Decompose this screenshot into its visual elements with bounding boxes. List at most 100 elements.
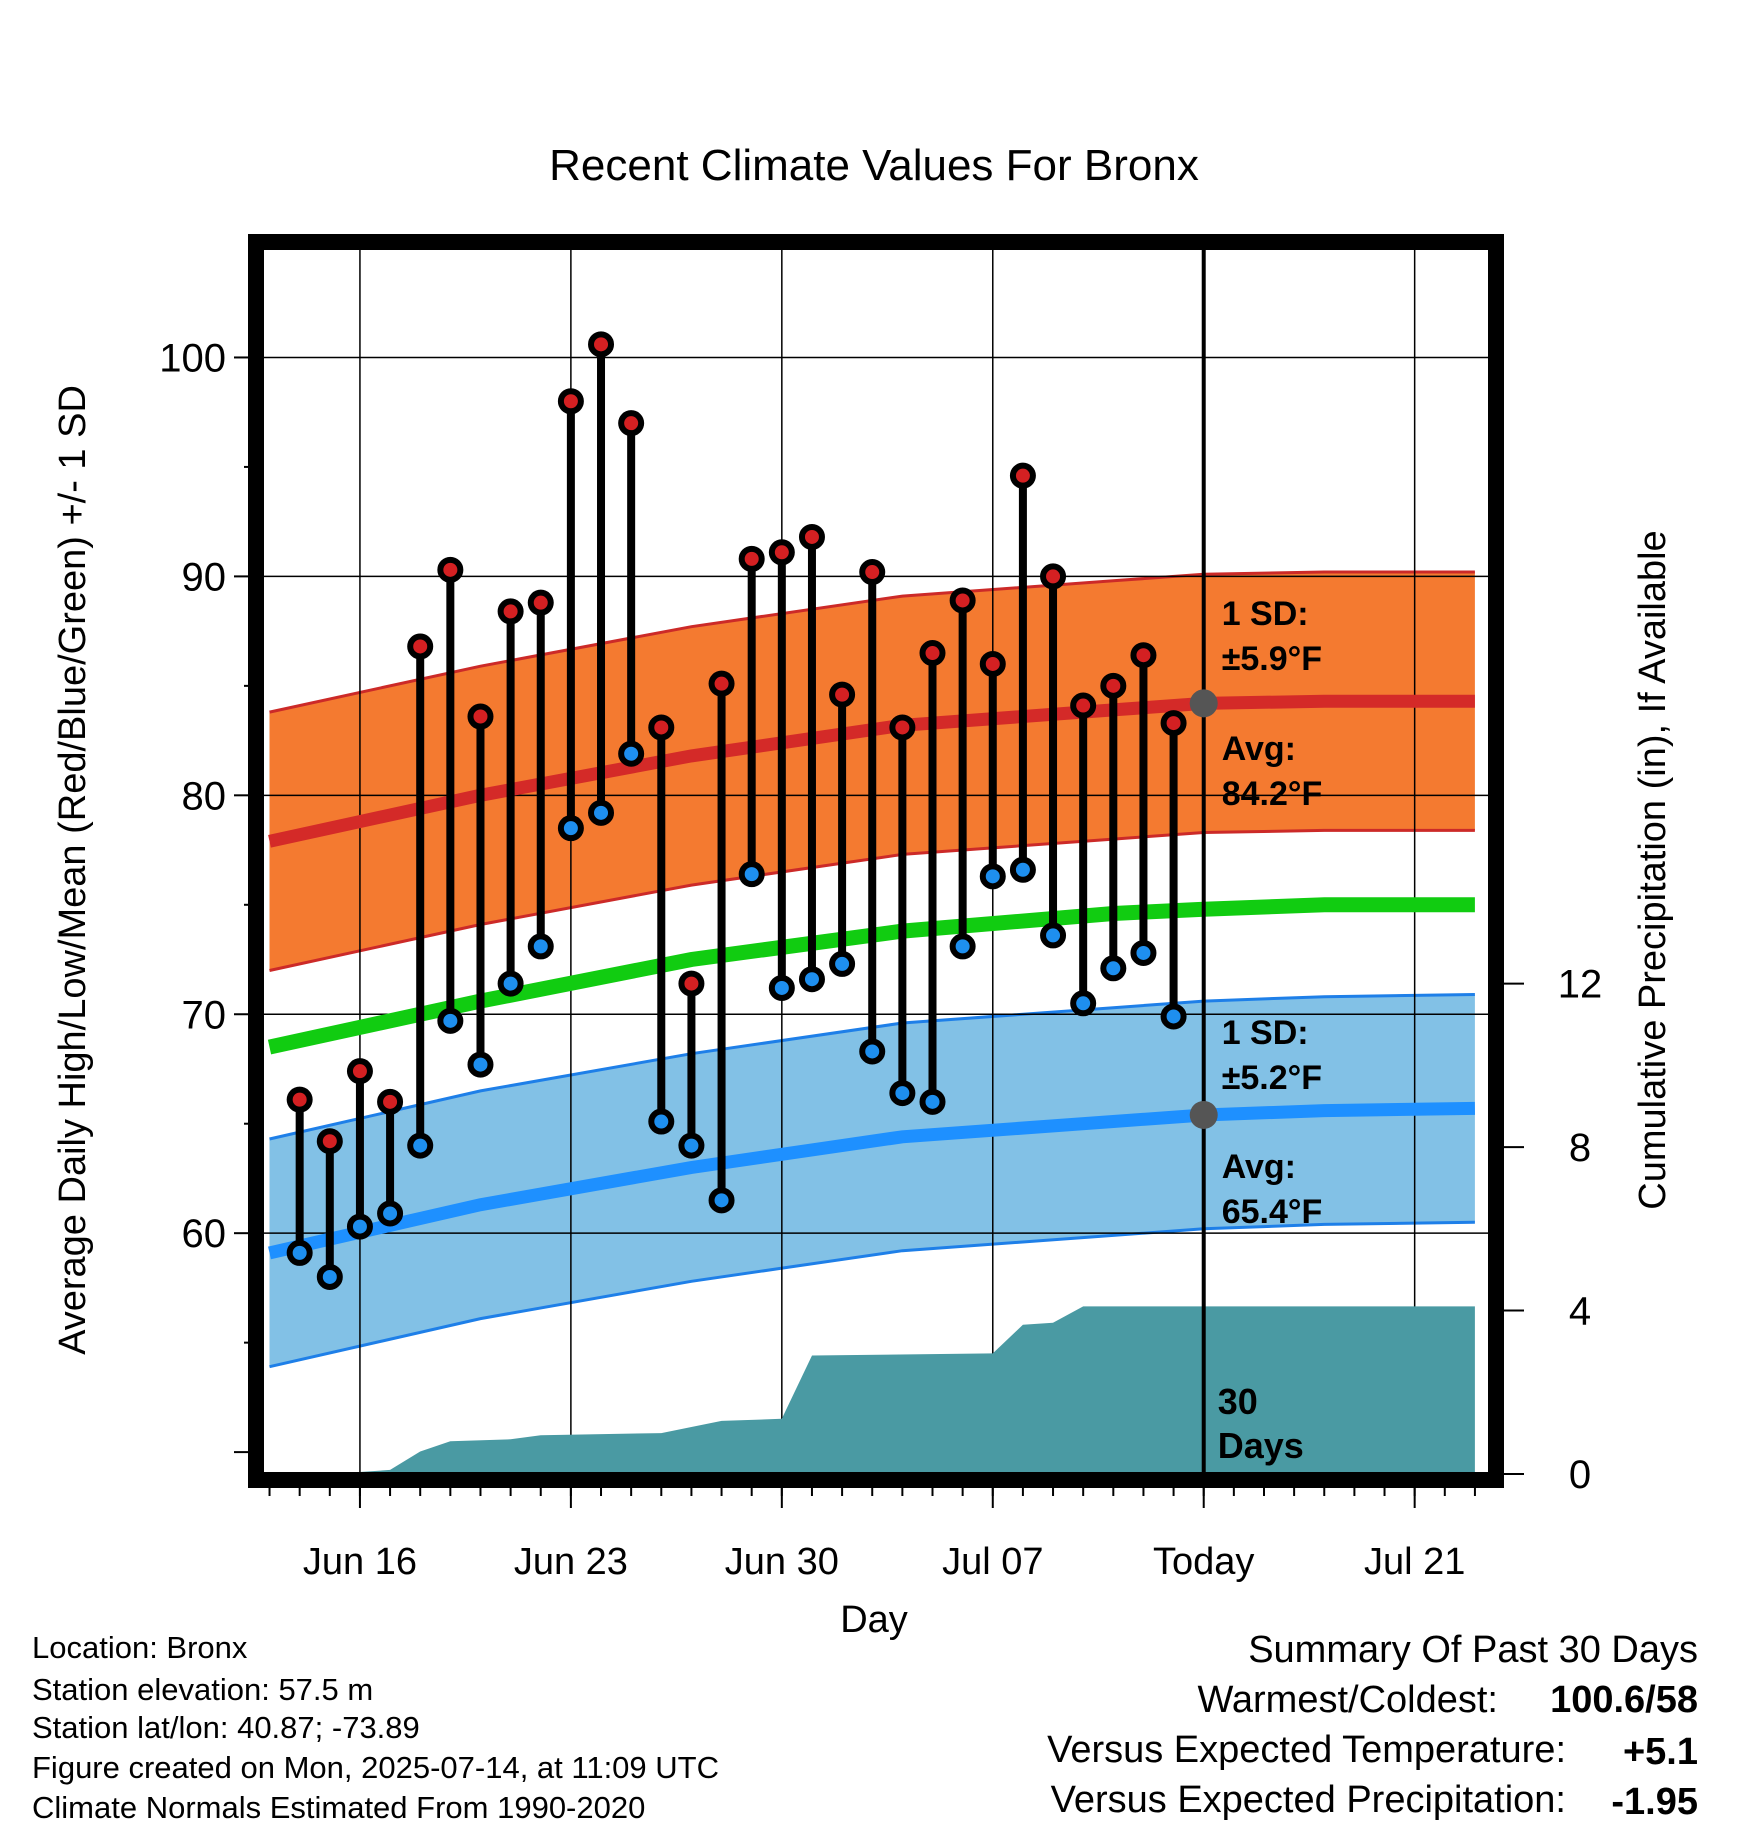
summary-warmest-label: Warmest/Coldest: [1197, 1679, 1498, 1721]
obs-high-point [1160, 710, 1187, 737]
obs-low-point [618, 740, 645, 767]
obs-low-point [407, 1132, 434, 1159]
chart-title: Recent Climate Values For Bronx [549, 141, 1199, 190]
obs-high-point [497, 598, 524, 625]
obs-low-point [557, 815, 584, 842]
obs-high-point [437, 556, 464, 583]
obs-low-point [377, 1200, 404, 1227]
summary-warmest-value: 100.6/58 [1550, 1679, 1698, 1721]
y-tick-label-80: 80 [182, 774, 227, 818]
x-tick-label-2: Jun 30 [725, 1541, 839, 1583]
obs-high-point [1009, 462, 1036, 489]
low-avg-label: Avg: [1222, 1148, 1296, 1186]
obs-high-point [316, 1128, 343, 1155]
obs-high-point [708, 670, 735, 697]
obs-low-point [437, 1007, 464, 1034]
obs-low-point [346, 1213, 373, 1240]
obs-high-point [588, 331, 615, 358]
info-location: Location: Bronx [32, 1630, 248, 1665]
obs-high-point [527, 589, 554, 616]
obs-high-point [648, 714, 675, 741]
observations [286, 331, 1187, 1290]
y2-tick-label-0: 0 [1569, 1453, 1591, 1497]
obs-low-point [738, 861, 765, 888]
info-elevation: Station elevation: 57.5 m [32, 1672, 373, 1707]
summary-temp-value: +5.1 [1623, 1731, 1698, 1773]
low-sd-label: 1 SD: [1222, 1014, 1309, 1052]
low-sd-lower-edge [269, 1220, 1475, 1369]
obs-low-point [1009, 856, 1036, 883]
x-axis-label: Day [840, 1599, 908, 1641]
obs-low-point [708, 1187, 735, 1214]
high-avg-value: 84.2°F [1222, 775, 1323, 813]
obs-low-point [1100, 955, 1127, 982]
summary-precip-label: Versus Expected Precipitation: [1051, 1779, 1566, 1821]
obs-high-point [618, 410, 645, 437]
obs-high-point [467, 703, 494, 730]
obs-high-point [949, 587, 976, 614]
annotations: 1 SD: ±5.9°F Avg: 84.2°F 1 SD: ±5.2°F Avg: 65.4… [1189, 595, 1323, 1466]
low-sd-upper-edge [269, 993, 1475, 1141]
obs-high-point [1070, 692, 1097, 719]
low-avg-value: 65.4°F [1222, 1193, 1323, 1231]
y-tick-label-90: 90 [182, 555, 227, 599]
obs-high-point [1130, 642, 1157, 669]
obs-low-point [949, 933, 976, 960]
info-normals: Climate Normals Estimated From 1990-2020 [32, 1790, 645, 1825]
obs-low-point [768, 974, 795, 1001]
window-label-text: Days [1218, 1425, 1304, 1466]
x-tick-label-0: Jun 16 [303, 1541, 417, 1583]
obs-high-point [557, 388, 584, 415]
normal-low-line [268, 1101, 1475, 1260]
obs-low-point [919, 1088, 946, 1115]
x-tick-label-4: Today [1153, 1541, 1254, 1583]
high-sd-lower-edge [269, 828, 1475, 972]
summary-temp-label: Versus Expected Temperature: [1047, 1729, 1566, 1771]
obs-low-point [527, 933, 554, 960]
obs-low-point [979, 863, 1006, 890]
obs-low-point [497, 970, 524, 997]
low-sd-value: ±5.2°F [1222, 1059, 1322, 1097]
obs-high-point [377, 1088, 404, 1115]
y-tick-label-100: 100 [159, 336, 226, 380]
axes: 60 70 80 90 100 0 4 8 12 Jun 16 Jun 23 Jun 30 Jul 07… [159, 234, 1602, 1583]
high-avg-label: Avg: [1222, 730, 1296, 768]
normal-high-line [268, 694, 1475, 848]
station-info: Location: Bronx Station elevation: 57.5 … [32, 1630, 719, 1825]
today-low-avg-marker [1189, 1100, 1218, 1129]
window-label-number: 30 [1218, 1381, 1258, 1422]
obs-low-point [467, 1051, 494, 1078]
obs-low-point [889, 1080, 916, 1107]
today-high-avg-marker [1189, 689, 1218, 718]
obs-low-point [1130, 939, 1157, 966]
summary-precip-value: -1.95 [1611, 1781, 1698, 1823]
high-sd-upper-edge [269, 570, 1475, 714]
obs-high-point [1040, 563, 1067, 590]
y-axis-label: Average Daily High/Low/Mean (Red/Blue/Gr… [52, 385, 94, 1355]
precipitation-cumulative [269, 1306, 1475, 1474]
obs-high-point [979, 650, 1006, 677]
obs-high-point [738, 545, 765, 572]
x-tick-label-5: Jul 21 [1364, 1541, 1465, 1583]
obs-low-point [678, 1132, 705, 1159]
y-tick-label-70: 70 [182, 993, 227, 1037]
obs-low-point [829, 950, 856, 977]
obs-high-point [889, 714, 916, 741]
obs-low-point [588, 799, 615, 826]
x-tick-label-1: Jun 23 [514, 1541, 628, 1583]
obs-high-point [678, 970, 705, 997]
obs-high-point [768, 539, 795, 566]
high-sd-value: ±5.9°F [1222, 640, 1322, 678]
summary-panel: Summary Of Past 30 Days Warmest/Coldest:… [1047, 1629, 1698, 1823]
obs-low-point [798, 966, 825, 993]
y2-tick-label-8: 8 [1569, 1126, 1591, 1170]
obs-high-point [798, 523, 825, 550]
x-tick-label-3: Jul 07 [942, 1541, 1043, 1583]
plot-frame [248, 234, 1504, 1488]
summary-title: Summary Of Past 30 Days [1248, 1629, 1698, 1671]
obs-low-point [648, 1108, 675, 1135]
obs-high-point [1100, 672, 1127, 699]
y-tick-label-60: 60 [182, 1212, 227, 1256]
obs-low-point [1040, 922, 1067, 949]
